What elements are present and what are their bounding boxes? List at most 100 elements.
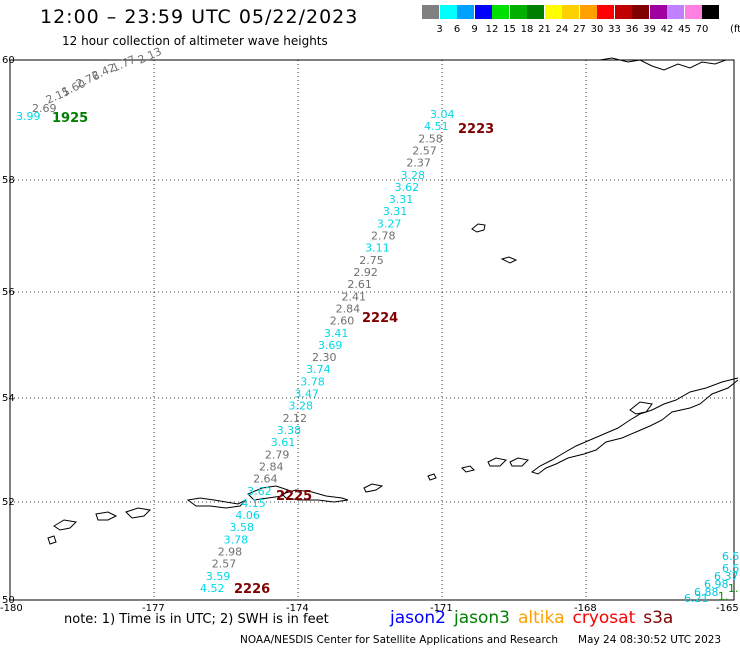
coastlines — [47, 57, 739, 545]
scale-swatch — [562, 5, 579, 19]
swh-value-label: 2.41 — [342, 290, 367, 303]
swh-value-label: 3.74 — [306, 363, 331, 376]
lat-tick-label: 54 — [2, 393, 15, 404]
scale-swatch — [527, 5, 544, 19]
adak-island — [247, 485, 289, 501]
scale-swatch — [684, 5, 702, 19]
scale-label: 24 — [555, 24, 569, 35]
swh-value-label: 3.04 — [430, 108, 455, 121]
swh-value-label: 6.37 — [714, 570, 739, 583]
scale-label: 15 — [503, 24, 516, 35]
swh-value-label: 2.13 — [136, 45, 164, 67]
andreanof-islands — [281, 489, 349, 503]
swh-value-label: 6.98 — [704, 578, 729, 591]
swh-value-label: 3.78 — [224, 533, 249, 546]
swh-value-label: 2.84 — [336, 302, 361, 315]
attu-island — [53, 519, 78, 531]
swh-value-label: 3.38 — [277, 424, 302, 437]
scale-label: 9 — [471, 24, 478, 35]
swh-value-label: 3.41 — [324, 327, 349, 340]
near-islands-east — [125, 507, 152, 519]
scale-swatch — [544, 5, 562, 19]
map-title: 12:00 – 23:59 UTC 05/22/2023 — [40, 6, 359, 28]
pass-labels: 1925 2223 2224 2225 2226 — [52, 111, 494, 597]
scale-swatch — [667, 5, 684, 19]
scale-unit: (ft) — [730, 24, 740, 35]
lat-lon-grid — [9, 59, 735, 601]
swh-value-label: 3.62 — [247, 485, 272, 498]
scale-label: 45 — [678, 24, 691, 35]
scale-swatch — [439, 5, 457, 19]
satellite-name: jason3 — [454, 608, 510, 628]
scale-swatch — [492, 5, 509, 19]
swh-value-label: 2.30 — [312, 351, 337, 364]
wave-height-tracks: 3.044.512.582.572.373.283.623.313.313.27… — [16, 45, 740, 605]
swh-value-label: 4.52 — [200, 582, 225, 595]
pass-label: 2223 — [458, 122, 494, 137]
map-subtitle: 12 hour collection of altimeter wave hei… — [62, 34, 328, 48]
scale-swatch — [632, 5, 649, 19]
swh-value-label: 3.62 — [395, 181, 420, 194]
swh-value-label: 3.47 — [294, 388, 319, 401]
lon-tick-label: -171 — [430, 603, 453, 614]
unimak-island — [509, 457, 530, 467]
st-george-island — [500, 256, 518, 264]
satellite-name: altika — [518, 608, 565, 628]
swh-value-label: 3.78 — [300, 375, 325, 388]
scale-swatch — [614, 5, 632, 19]
scale-swatch — [474, 5, 492, 19]
swh-value-label: 3.28 — [401, 169, 426, 182]
scale-swatch — [597, 5, 614, 19]
swh-value-label: 3.58 — [229, 521, 254, 534]
rat-islands — [186, 497, 247, 509]
scale-label: 39 — [643, 24, 656, 35]
swh-value-label: 2.61 — [347, 278, 372, 291]
swh-value-label: 2.75 — [359, 254, 384, 267]
scale-label: 33 — [608, 24, 621, 35]
swh-value-label: 2.64 — [253, 473, 277, 486]
generation-timestamp: May 24 08:30:52 UTC 2023 — [578, 634, 722, 646]
swh-value-label: 6.5 — [722, 562, 740, 575]
swh-value-label: 3.59 — [206, 570, 231, 583]
swh-value-label: 2.69 — [32, 102, 57, 115]
swh-value-label: 2.57 — [412, 144, 437, 157]
scale-swatch — [457, 5, 474, 19]
scale-swatch — [649, 5, 667, 19]
swh-value-label: 3.31 — [383, 205, 408, 218]
siberia-coast — [599, 57, 732, 71]
swh-value-label: 2.57 — [212, 558, 237, 571]
swh-value-label: 3.69 — [318, 339, 343, 352]
scale-swatch — [422, 5, 439, 19]
scale-label: 6 — [453, 24, 461, 35]
swh-value-label: 3.31 — [389, 193, 414, 206]
st-paul-island — [471, 223, 486, 233]
credit-line: NOAA/NESDIS Center for Satellite Applica… — [240, 634, 558, 646]
lat-tick-label: 52 — [2, 497, 15, 508]
pass-label: 2224 — [362, 311, 398, 326]
swh-value-label: 3.11 — [365, 242, 390, 255]
swh-value-label: 1. — [718, 590, 729, 603]
swh-value-label: 6.5 — [722, 550, 740, 563]
swh-value-label: 2.37 — [406, 157, 431, 170]
axis-labels: 60 58 56 54 52 50-180 -177 -174 -171 -168 -165 — [0, 55, 739, 614]
swh-value-label: 2.12 — [283, 412, 308, 425]
swh-value-label: 2.92 — [353, 266, 378, 279]
satellite-legend: jason2 jason3 altika cryosat s3a — [390, 608, 681, 628]
shumagin-islands — [629, 401, 653, 415]
scale-label: 12 — [485, 24, 499, 35]
swh-value-label: 3.27 — [377, 217, 402, 230]
swh-value-label: 3.99 — [16, 110, 41, 123]
swh-value-label: 1. — [728, 582, 739, 595]
swh-value-label: 2.98 — [218, 546, 243, 559]
swh-value-label: 6.88 — [694, 586, 719, 599]
swh-value-label: 6.21 — [684, 592, 709, 605]
scale-label: 21 — [538, 24, 551, 35]
alaska-peninsula — [530, 377, 739, 475]
swh-value-label: 2.79 — [265, 448, 290, 461]
lat-tick-label: 50 — [2, 595, 15, 606]
swh-value-label: 3.61 — [271, 436, 296, 449]
lon-tick-label: -174 — [286, 603, 309, 614]
commander-islands — [47, 535, 57, 545]
scale-label: 70 — [695, 24, 709, 35]
